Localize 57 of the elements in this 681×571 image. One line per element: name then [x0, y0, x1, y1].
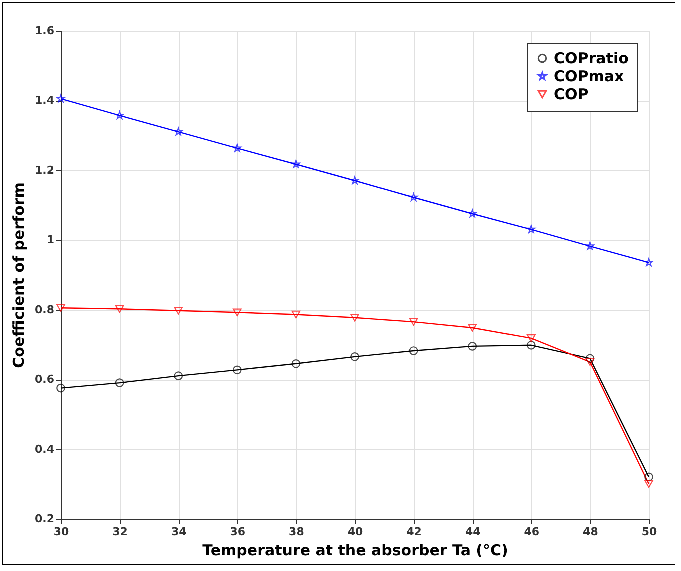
y-tick-label: 1.2 — [35, 164, 54, 177]
point — [56, 304, 66, 312]
point — [410, 193, 418, 202]
point — [527, 225, 536, 234]
point — [644, 258, 654, 266]
point — [233, 144, 242, 152]
point — [232, 366, 242, 375]
point — [526, 334, 536, 342]
point — [174, 128, 183, 136]
y-tick-label: 0.4 — [35, 442, 55, 456]
legend-label: COPmax — [554, 68, 625, 86]
y-tick-label: 0.6 — [35, 373, 55, 386]
x-tick-label: 48 — [583, 526, 598, 538]
point — [409, 346, 418, 356]
point — [350, 352, 360, 362]
y-tick-label: 1 — [46, 234, 54, 247]
point — [526, 340, 536, 350]
y-tick-label: 1.6 — [35, 24, 55, 38]
legend-label: COP — [554, 86, 589, 104]
point — [644, 480, 654, 488]
x-tick-label: 34 — [171, 526, 188, 538]
point — [292, 160, 300, 168]
point — [174, 372, 184, 380]
point — [116, 111, 124, 120]
point — [350, 314, 360, 322]
x-tick-label: 32 — [112, 526, 128, 538]
point — [586, 242, 594, 250]
point — [468, 342, 478, 351]
point — [586, 358, 595, 366]
point — [409, 318, 418, 326]
point — [115, 305, 124, 314]
point — [644, 472, 654, 482]
legend-label: COPratio — [554, 50, 629, 68]
x-tick-label: 40 — [348, 526, 364, 538]
point — [292, 359, 301, 368]
x-tick-label: 30 — [54, 526, 70, 538]
point — [292, 310, 301, 319]
x-tick-label: 50 — [642, 526, 658, 538]
y-tick-label: 0.8 — [35, 303, 54, 316]
x-tick-label: 44 — [465, 526, 482, 538]
x-tick-label: 46 — [524, 526, 540, 538]
y-axis-title: Coefficient of perform — [10, 182, 28, 368]
point — [468, 324, 478, 332]
x-tick-label: 38 — [289, 526, 304, 538]
point — [115, 378, 124, 388]
point — [232, 308, 242, 317]
x-tick-label: 36 — [230, 526, 246, 538]
y-tick-label: 0.2 — [35, 512, 54, 526]
point — [174, 307, 184, 315]
point — [468, 210, 477, 218]
point — [586, 354, 595, 364]
x-tick-label: 42 — [406, 526, 422, 538]
point — [350, 176, 360, 185]
x-axis-title: Temperature at the absorber Ta (°C) — [202, 542, 508, 560]
point — [56, 384, 66, 393]
y-tick-label: 1.4 — [35, 94, 55, 108]
point — [56, 94, 66, 103]
